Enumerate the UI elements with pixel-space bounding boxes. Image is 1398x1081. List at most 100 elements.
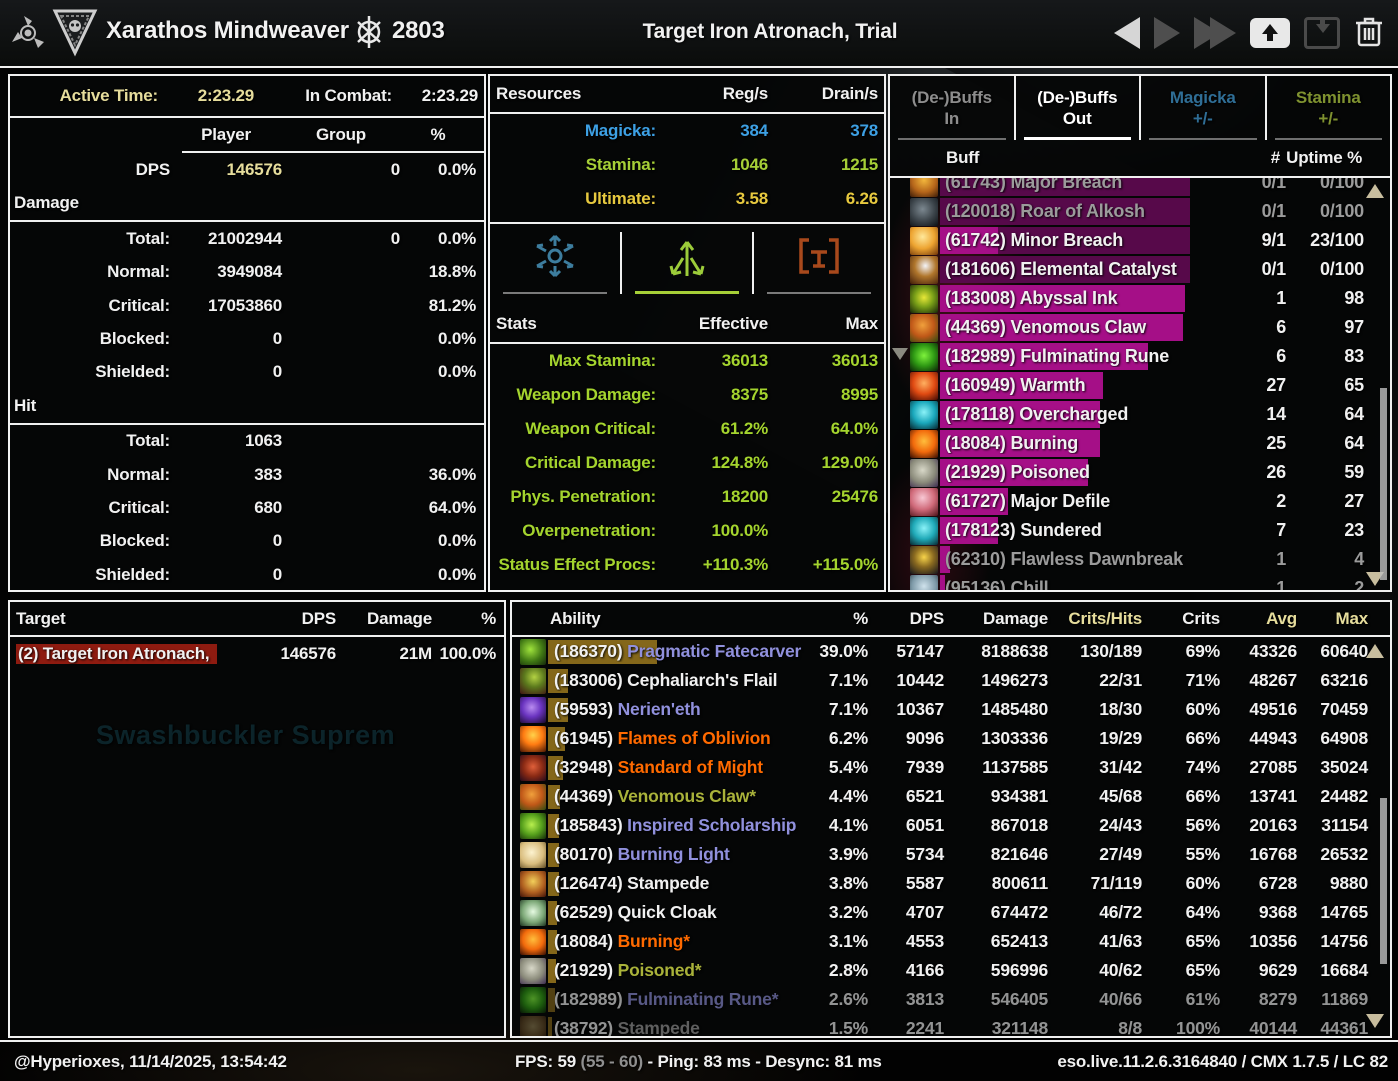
buff-row[interactable]: (178118) Overcharged 14 64 [890,400,1390,429]
damage-column-header[interactable]: Damage [367,608,432,628]
uptime-bar [940,488,1190,515]
uptime-column-header[interactable]: Uptime % [1286,148,1362,167]
ability-damage: 546405 [990,989,1048,1009]
percent-column-header[interactable]: % [853,608,868,628]
armor-stats-icon [795,232,843,285]
tab-armor-stats[interactable] [754,232,884,294]
ability-row[interactable]: (32948) Standard of Might 5.4% 7939 1137… [512,753,1390,782]
crits-column-header[interactable]: Crits [1182,608,1220,628]
ability-max: 24482 [1320,786,1368,806]
tab-weapon-stats[interactable] [622,232,754,294]
previous-fight-button[interactable] [1114,17,1140,49]
buff-row[interactable]: (160949) Warmth 27 65 [890,371,1390,400]
buff-row[interactable]: (183008) Abyssal Ink 1 98 [890,284,1390,313]
ability-row[interactable]: (62529) Quick Cloak 3.2% 4707 674472 46/… [512,898,1390,927]
ability-row[interactable]: (185843) Inspired Scholarship 4.1% 6051 … [512,811,1390,840]
ability-row[interactable]: (44369) Venomous Claw* 4.4% 6521 934381 … [512,782,1390,811]
ability-max: 14765 [1320,902,1368,922]
percent-column-header[interactable]: % [481,608,496,628]
max-column-header[interactable]: Max [1335,608,1369,628]
target-row[interactable]: (2) Target Iron Atronach, 146576 21M 100… [10,637,504,671]
ability-percent: 3.9% [828,844,868,864]
row-label: Normal: [107,262,170,282]
percent-value: 36.0% [428,464,476,484]
dps-column-header[interactable]: DPS [301,608,337,628]
percent-value: 0.0% [438,329,476,349]
save-fight-button[interactable] [1304,17,1340,49]
buff-name: (61743) Major Breach [945,178,1123,192]
ability-row[interactable]: (59593) Nerien'eth 7.1% 10367 1485480 18… [512,695,1390,724]
buff-tab[interactable]: Magicka +/- [1141,76,1267,140]
ability-row[interactable]: (186370) Pragmatic Fatecarver 39.0% 5714… [512,637,1390,666]
ability-row[interactable]: (61945) Flames of Oblivion 6.2% 9096 130… [512,724,1390,753]
ability-dps: 4166 [905,960,944,980]
count-column-header[interactable]: # [1270,148,1280,167]
percent-column-header: % [430,124,446,144]
scroll-up-arrow[interactable] [1366,644,1384,658]
crits-hits-column-header[interactable]: Crits/Hits [1068,608,1142,628]
ability-crits-hits: 45/68 [1099,786,1142,806]
buff-tab[interactable]: Stamina +/- [1267,76,1391,140]
buff-row[interactable]: (178123) Sundered 7 23 [890,516,1390,545]
buff-name: (61742) Minor Breach [945,230,1124,250]
buff-row[interactable]: (62310) Flawless Dawnbreak 1 4 [890,545,1390,574]
ability-row[interactable]: (21929) Poisoned* 2.8% 4166 596996 40/62… [512,956,1390,985]
version-info: eso.live.11.2.6.3164840 / CMX 1.7.5 / LC… [1057,1051,1388,1071]
ability-crits-hits: 18/30 [1099,699,1142,719]
buff-count: 0/1 [1261,259,1287,279]
ability-row[interactable]: (38792) Stampede 1.5% 2241 321148 8/8 10… [512,1014,1390,1036]
buff-row[interactable]: (95136) Chill 1 2 [890,574,1390,590]
magicka-stats-icon [531,232,579,285]
dps-percent-value: 0.0% [438,160,476,180]
tab-underline [898,138,1006,140]
scrollbar-thumb[interactable] [1380,798,1387,964]
ability-percent: 39.0% [819,641,868,661]
target-column-header[interactable]: Target [16,608,66,628]
ability-row[interactable]: (126474) Stampede 3.8% 5587 800611 71/11… [512,869,1390,898]
ability-icon [520,899,546,926]
buff-row[interactable]: (61743) Major Breach 0/1 0/100 [890,178,1390,197]
ability-crits-hits: 24/43 [1099,815,1142,835]
ability-row[interactable]: (18084) Burning* 3.1% 4553 652413 41/63 … [512,927,1390,956]
scroll-down-arrow[interactable] [1366,1014,1384,1028]
uptime-bar [940,198,1190,225]
buff-uptime: 0/100 [1319,178,1364,192]
buff-column-header[interactable]: Buff [946,148,980,167]
buff-row[interactable]: (21929) Poisoned 26 59 [890,458,1390,487]
scroll-down-arrow[interactable] [1366,572,1384,586]
last-fight-button[interactable] [1194,17,1236,49]
divider [10,635,504,637]
tab-magicka-stats[interactable] [490,232,622,294]
dps-column-header[interactable]: DPS [909,608,945,628]
buff-tab[interactable]: (De-)Buffs In [890,76,1016,140]
buff-row[interactable]: (181606) Elemental Catalyst 0/1 0/100 [890,255,1390,284]
delete-fight-button[interactable] [1354,14,1384,53]
ability-row[interactable]: (182989) Fulminating Rune* 2.6% 3813 546… [512,985,1390,1014]
ability-damage: 867018 [990,815,1048,835]
ability-row[interactable]: (80170) Burning Light 3.9% 5734 821646 2… [512,840,1390,869]
ability-damage: 596996 [990,960,1048,980]
buff-tab[interactable]: (De-)Buffs Out [1016,76,1141,140]
buff-row[interactable]: (18084) Burning 25 64 [890,429,1390,458]
buff-row[interactable]: (44369) Venomous Claw 6 97 [890,313,1390,342]
buff-row[interactable]: (182989) Fulminating Rune 6 83 [890,342,1390,371]
scrollbar-thumb[interactable] [1380,388,1387,580]
ability-row[interactable]: (183006) Cephaliarch's Flail 7.1% 10442 … [512,666,1390,695]
ability-column-header[interactable]: Ability [550,608,601,628]
damage-column-header[interactable]: Damage [983,608,1048,628]
buff-row[interactable]: (61742) Minor Breach 9/1 23/100 [890,226,1390,255]
ability-column-headers: Ability % DPS Damage Crits/Hits Crits Av… [512,602,1390,635]
buff-row[interactable]: (120018) Roar of Alkosh 0/1 0/100 [890,197,1390,226]
avg-column-header[interactable]: Avg [1266,608,1297,628]
ability-icon [520,754,546,781]
ability-name: (18084) Burning* [554,931,690,951]
ability-icon [520,841,546,868]
damage-share-bar [548,958,556,983]
next-fight-button[interactable] [1154,17,1180,49]
buff-tab-line2: Out [1062,109,1092,128]
scroll-up-arrow[interactable] [1366,184,1384,198]
post-report-button[interactable] [1250,18,1290,48]
divider [10,422,484,425]
stat-label: Critical Damage: [525,453,656,472]
buff-row[interactable]: (61727) Major Defile 2 27 [890,487,1390,516]
